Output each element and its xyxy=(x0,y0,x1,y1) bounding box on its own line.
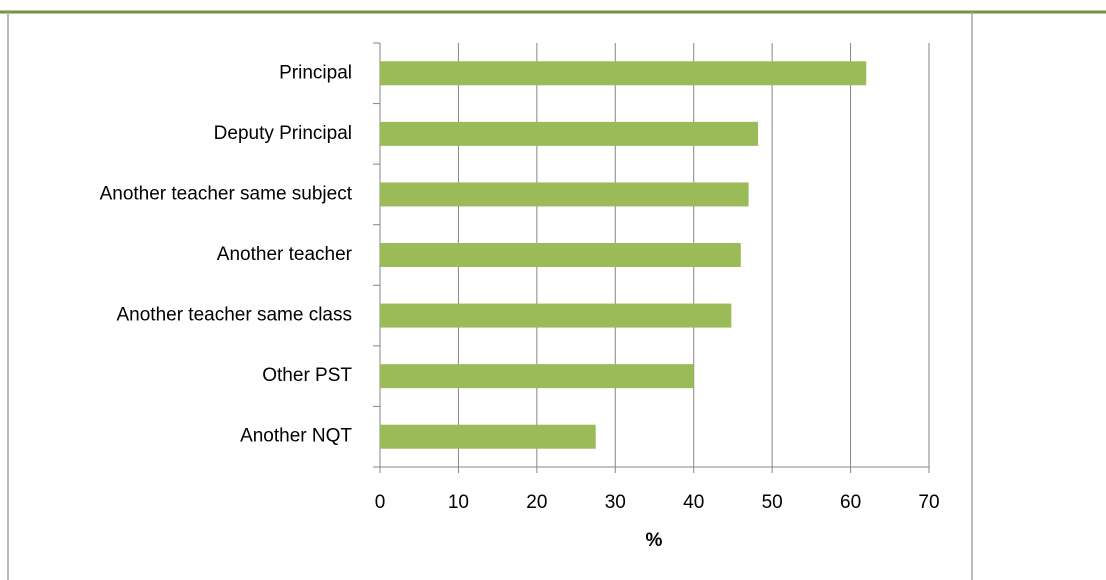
x-tick-label: 30 xyxy=(605,492,626,513)
x-tick-label: 50 xyxy=(762,492,783,513)
y-tick-label: Another teacher same subject xyxy=(100,183,353,204)
bar xyxy=(380,182,749,207)
y-tick-label: Deputy Principal xyxy=(214,123,352,144)
bar xyxy=(380,303,732,328)
bar xyxy=(380,424,596,449)
bar xyxy=(380,243,741,267)
bar xyxy=(380,364,694,389)
x-tick-label: 60 xyxy=(840,492,861,513)
bar xyxy=(380,61,867,86)
x-axis-label: % xyxy=(646,530,663,551)
x-tick-label: 10 xyxy=(448,492,469,513)
y-tick-label: Another teacher xyxy=(217,244,353,265)
x-tick-label: 20 xyxy=(526,492,547,513)
x-tick-label: 40 xyxy=(683,492,704,513)
y-tick-label: Another NQT xyxy=(240,426,352,447)
y-tick-label: Other PST xyxy=(262,365,352,386)
y-tick-label: Principal xyxy=(279,62,352,83)
x-tick-label: 70 xyxy=(918,492,939,513)
y-tick-label: Another teacher same class xyxy=(116,305,352,326)
x-tick-label: 0 xyxy=(375,492,386,513)
bar xyxy=(380,121,759,146)
